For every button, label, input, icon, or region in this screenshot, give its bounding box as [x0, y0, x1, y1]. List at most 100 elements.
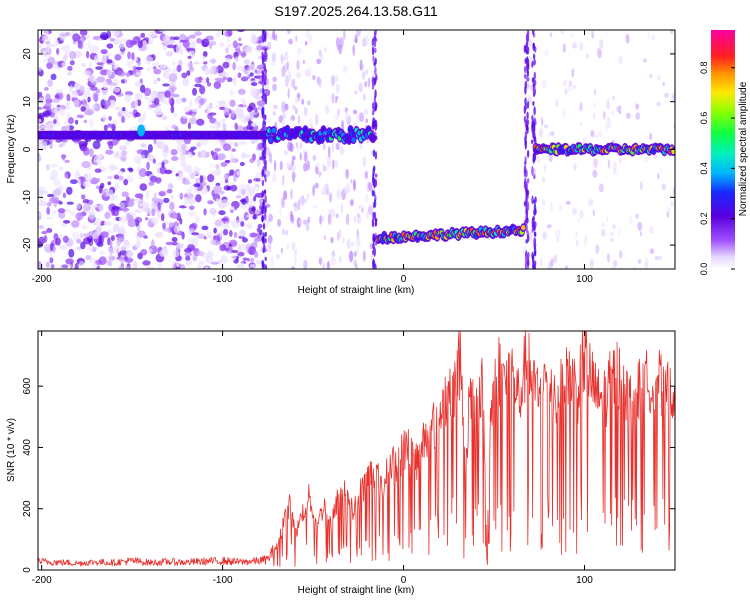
spectrogram-cell: [373, 246, 376, 257]
spectrogram-cell: [65, 31, 71, 37]
spectrogram-cell: [69, 179, 78, 185]
spectrogram-cell: [546, 224, 552, 229]
spectrogram-cell: [223, 181, 230, 187]
spectrogram-cell: [89, 118, 94, 128]
spectrogram-cell: [302, 219, 308, 225]
spectrogram-cell: [136, 149, 146, 155]
spectrogram-cell: [49, 163, 59, 168]
spectrogram-cell: [158, 249, 168, 257]
spectrogram-cell: [324, 104, 330, 115]
spectrogram-cell: [533, 173, 536, 180]
spectrogram-cell: [46, 206, 51, 215]
spectrogram-cell: [82, 199, 90, 204]
spectrogram-cell: [170, 105, 175, 114]
spectrogram-cell: [162, 83, 170, 87]
spectrogram-cell: [235, 195, 242, 199]
spectrogram-cell: [314, 182, 319, 189]
spectrogram-cell: [287, 88, 290, 99]
spectrogram-cell: [215, 182, 221, 187]
spectrogram-cell: [217, 153, 226, 161]
spectrogram-cell: [122, 206, 128, 213]
spectrogram-cell: [153, 192, 157, 202]
spectrogram-cell: [46, 62, 53, 70]
spectrogram-cell: [659, 168, 662, 174]
spectrogram-cell: [218, 210, 226, 216]
spectrogram-cell: [158, 30, 168, 33]
spectrogram-cell: [255, 259, 264, 265]
spectrogram-cell: [38, 261, 42, 269]
spectrogram-cell: [228, 140, 234, 146]
spectrogram-cell: [222, 76, 227, 81]
spectrogram-cell: [226, 186, 231, 191]
spectrogram-cell: [343, 186, 347, 194]
spectrogram-cell: [278, 115, 283, 123]
spectrogram-cell: [205, 106, 211, 115]
spectrogram-cell: [165, 51, 173, 57]
spectrogram-cell: [372, 211, 375, 219]
spectrogram-cell: [199, 85, 206, 95]
spectrogram-cell: [169, 36, 175, 41]
spectrogram-cell: [525, 208, 529, 216]
spectrogram-cell: [243, 59, 251, 65]
spectrogram-cell: [126, 213, 131, 219]
spectrogram-cell: [315, 113, 319, 126]
spectrogram-cell: [239, 244, 248, 254]
spectrogram-cell: [66, 201, 74, 205]
spectrogram-cell: [526, 35, 530, 43]
spectrogram-cell: [131, 52, 135, 61]
spectrogram-cell: [525, 60, 529, 71]
spectrogram-x-label: Height of straight line (km): [298, 285, 415, 296]
spectrogram-cell: [99, 32, 109, 41]
spectrogram-cell: [595, 243, 600, 254]
spectrogram-cell: [223, 228, 229, 236]
spectrogram-cell: [261, 51, 264, 58]
spectrogram-cell: [618, 250, 623, 259]
spectrogram-cell: [538, 128, 544, 138]
spectrogram-cell: [362, 250, 366, 262]
spectrogram-cell: [38, 67, 43, 72]
spectrogram-cell: [214, 219, 223, 227]
spectrogram-cell: [371, 83, 375, 90]
spectrogram-cell: [102, 80, 109, 90]
spectrogram-cell: [100, 49, 108, 55]
spectrogram-cell: [373, 77, 376, 86]
spectrogram-cell: [589, 258, 594, 268]
figure-title: S197.2025.264.13.58.G11: [274, 3, 437, 19]
spectrogram-cell: [606, 253, 610, 263]
spectrogram-cell: [134, 208, 140, 213]
colorbar-tick-label: 0.2: [699, 212, 709, 225]
spectrogram-cell: [523, 73, 527, 79]
spectrogram-cell: [331, 256, 336, 266]
spectrogram-cell: [163, 144, 169, 153]
spectrogram-cell: [251, 206, 256, 212]
spectrogram-cell: [152, 66, 157, 70]
spectrogram-cell: [155, 177, 162, 184]
spectrogram-cell: [209, 207, 217, 215]
spectrogram-cell: [644, 257, 649, 268]
spectrogram-cell: [364, 193, 369, 203]
spectrogram-cell: [153, 80, 158, 84]
spectrogram-cell: [598, 131, 603, 138]
spectrogram-cell: [148, 32, 157, 37]
spectrogram-cell: [50, 196, 60, 203]
spectrogram-cell: [526, 149, 530, 158]
spectrogram-cell: [83, 119, 88, 124]
spectrogram-cell: [297, 91, 300, 102]
spectrogram-cell: [62, 235, 69, 243]
spectrogram-cell: [556, 237, 559, 243]
spectrogram-cell: [106, 43, 114, 49]
spectrogram-cell: [255, 185, 260, 193]
spectrogram-cell: [637, 258, 642, 265]
spectrogram-cell: [261, 179, 265, 187]
spectrogram-cell: [92, 92, 99, 101]
spectrogram-cell: [232, 40, 238, 49]
spectrogram-cell: [532, 128, 535, 139]
spectrogram-cell: [543, 124, 548, 129]
spectrogram-cell: [83, 237, 92, 245]
spectrogram-cell: [521, 225, 526, 231]
spectrogram-cell: [584, 236, 587, 247]
spectrogram-cell: [156, 111, 164, 116]
spectrogram-cell: [222, 143, 232, 152]
spectrogram-cell: [261, 73, 264, 83]
spectrogram-cell: [241, 237, 248, 243]
